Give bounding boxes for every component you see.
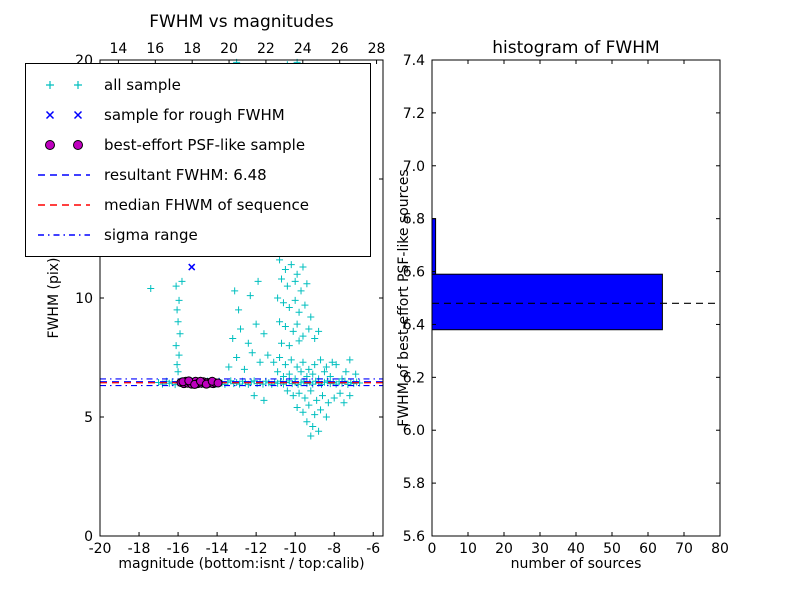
x-tick-label: -16	[167, 541, 190, 557]
top-x-tick-label: 20	[220, 41, 238, 57]
y-tick-label: 7.0	[403, 159, 425, 175]
y-tick-label: 6.4	[403, 317, 425, 333]
top-x-tick-label: 24	[294, 41, 312, 57]
x-tick-label: 10	[459, 541, 477, 557]
y-tick-label: 7.2	[403, 106, 425, 122]
y-tick-label: 5	[84, 410, 93, 426]
y-tick-label: 10	[75, 291, 93, 307]
x-tick-label: 30	[531, 541, 549, 557]
x-tick-label: 60	[639, 541, 657, 557]
top-x-tick-label: 26	[331, 41, 349, 57]
y-tick-label: 0	[84, 529, 93, 545]
legend-item: sample for rough FWHM	[32, 102, 364, 128]
scatter-ylabel: FWHM (pix)	[46, 257, 62, 339]
y-tick-label: 7.4	[403, 53, 425, 69]
x-tick-label: -6	[366, 541, 380, 557]
x-tick-label: 20	[495, 541, 513, 557]
legend-item: all sample	[32, 72, 364, 98]
histogram-ylabel: FWHM of best-effort PSF-like sources	[396, 169, 412, 427]
legend-label: all sample	[104, 76, 181, 94]
legend-marker-dashed-icon	[38, 204, 90, 206]
legend-label: resultant FWHM: 6.48	[104, 166, 267, 184]
x-tick-label: -14	[206, 541, 229, 557]
scatter-xlabel: magnitude (bottom:isnt / top:calib)	[118, 556, 365, 572]
legend-marker-dashed-icon	[38, 174, 90, 176]
top-x-tick-label: 28	[368, 41, 386, 57]
x-tick-label: 50	[603, 541, 621, 557]
histogram-xlabel: number of sources	[510, 556, 642, 572]
legend-item: median FHWM of sequence	[32, 192, 364, 218]
x-tick-label: 40	[567, 541, 585, 557]
legend-label: best-effort PSF-like sample	[104, 136, 306, 154]
series-sample-for-rough-FWHM	[182, 263, 214, 388]
x-tick-label: 0	[428, 541, 437, 557]
histogram-bar	[431, 218, 437, 275]
top-x-tick-label: 14	[110, 41, 128, 57]
legend-item: best-effort PSF-like sample	[32, 132, 364, 158]
legend-item: sigma range	[32, 222, 364, 248]
y-tick-label: 6.0	[403, 423, 425, 439]
x-tick-label: -8	[327, 541, 341, 557]
x-tick-label: 80	[711, 541, 729, 557]
y-tick-label: 6.6	[403, 265, 425, 281]
legend-marker-circle-icon	[45, 140, 83, 150]
y-tick-label: 5.8	[403, 476, 425, 492]
y-tick-label: 5.6	[403, 529, 425, 545]
legend-marker-plus-icon	[46, 81, 82, 89]
legend-label: sigma range	[104, 226, 198, 244]
histogram-bar	[431, 273, 663, 331]
y-tick-label: 6.8	[403, 212, 425, 228]
scatter-title: FWHM vs magnitudes	[149, 12, 334, 32]
legend-marker-dashdot-icon	[38, 234, 90, 236]
histogram-title: histogram of FWHM	[492, 38, 660, 58]
y-tick-label: 6.2	[403, 370, 425, 386]
x-tick-label: -20	[89, 541, 112, 557]
legend-item: resultant FWHM: 6.48	[32, 162, 364, 188]
top-x-tick-label: 16	[146, 41, 164, 57]
legend-label: sample for rough FWHM	[104, 106, 285, 124]
x-tick-label: -10	[284, 541, 307, 557]
top-x-tick-label: 18	[183, 41, 201, 57]
legend-label: median FHWM of sequence	[104, 196, 309, 214]
legend-marker-x-icon	[45, 110, 83, 120]
x-tick-label: -12	[245, 541, 268, 557]
top-x-tick-label: 22	[257, 41, 275, 57]
x-tick-label: -18	[128, 541, 151, 557]
series-best-effort-PSF-like-sample	[176, 376, 223, 389]
x-tick-label: 70	[675, 541, 693, 557]
legend: all sample sample for rough FWHM best-effo…	[25, 63, 371, 257]
